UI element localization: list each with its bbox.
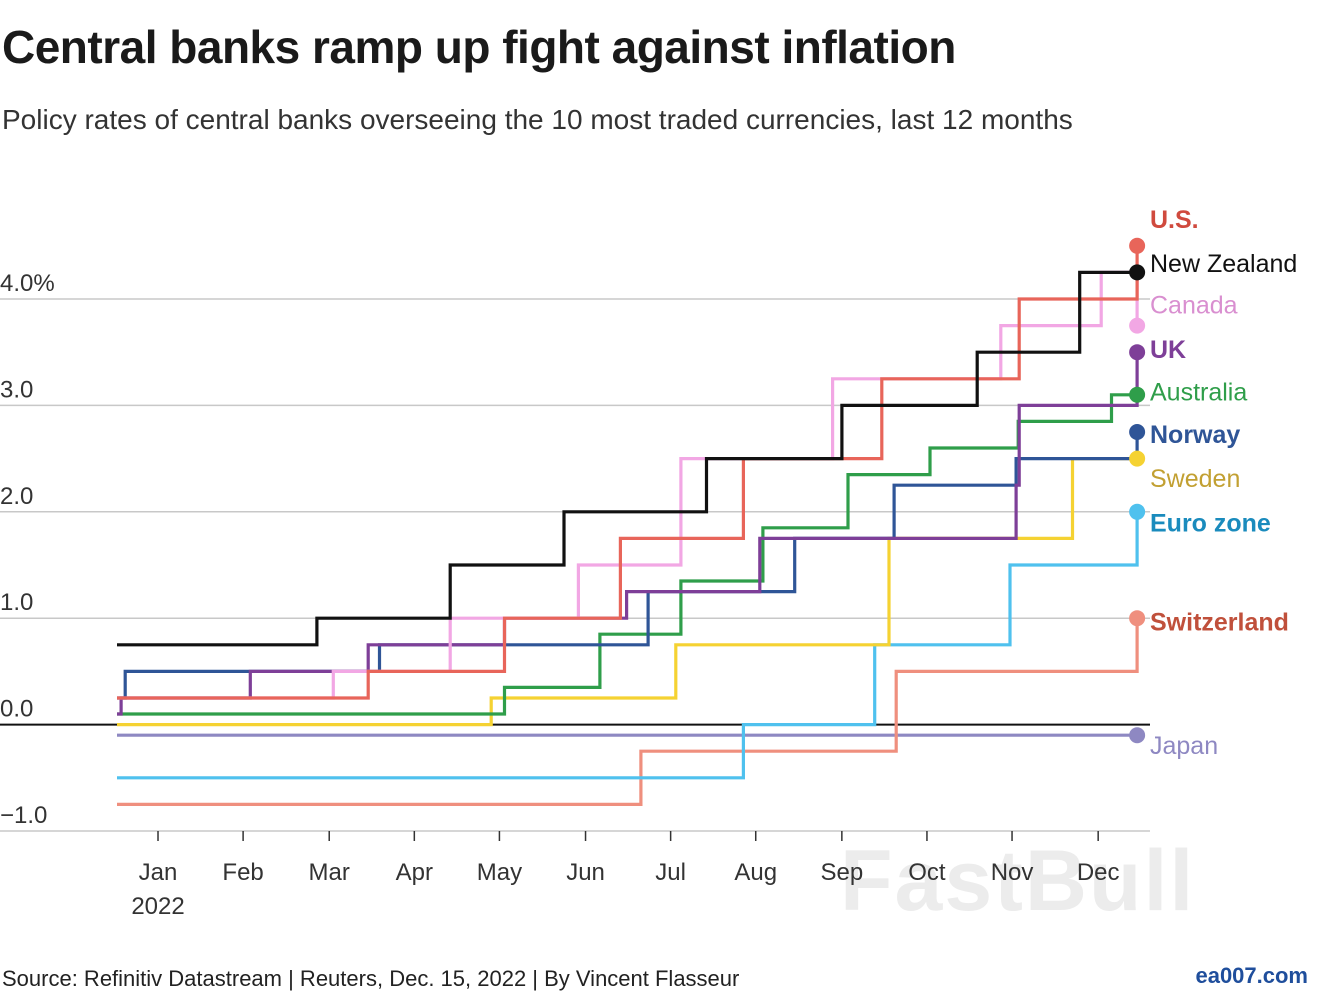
end-marker-new-zealand: [1129, 264, 1146, 281]
series-label-norway: Norway: [1150, 421, 1240, 449]
series-label-canada: Canada: [1150, 291, 1238, 319]
end-marker-uk: [1129, 344, 1146, 361]
x-tick-label-jun: Jun: [566, 859, 605, 886]
x-tick-label-jan: Jan: [139, 859, 178, 886]
chart-title: Central banks ramp up fight against infl…: [2, 21, 956, 73]
y-tick-label: 0.0: [0, 696, 33, 723]
y-tick-label: 4.0%: [0, 270, 55, 297]
watermark: FastBull: [840, 833, 1196, 929]
series-label-switzerland: Switzerland: [1150, 608, 1289, 636]
series-line-new-zealand: [117, 270, 1138, 647]
y-tick-label: −1.0: [0, 802, 47, 829]
series-label-euro-zone: Euro zone: [1150, 509, 1271, 537]
x-tick-label-oct: Oct: [908, 859, 946, 886]
y-tick-label: 3.0: [0, 376, 33, 403]
series-label-u-s: U.S.: [1150, 206, 1199, 234]
series-label-sweden: Sweden: [1150, 465, 1240, 493]
x-axis: Jan Feb Mar Apr May Jun Jul Aug Sep Oct Nov Dec 2022: [131, 831, 1120, 920]
x-tick-label-mar: Mar: [309, 859, 350, 886]
end-marker-australia: [1129, 386, 1146, 403]
x-tick-label-nov: Nov: [991, 859, 1034, 886]
x-tick-label-apr: Apr: [396, 859, 433, 886]
site-credit: ea007.com: [1195, 963, 1308, 988]
end-marker-u-s: [1129, 237, 1146, 254]
end-labels: U.S. New Zealand Canada UK Australia Norway Sw…: [1129, 206, 1297, 760]
y-tick-label: 1.0: [0, 589, 33, 616]
y-tick-label: 2.0: [0, 483, 33, 510]
x-tick-label-aug: Aug: [734, 859, 777, 886]
series-label-japan: Japan: [1150, 732, 1218, 760]
series-label-new-zealand: New Zealand: [1150, 250, 1297, 278]
x-tick-label-may: May: [477, 859, 522, 886]
series-line-uk: [117, 352, 1139, 716]
x-tick-label-dec: Dec: [1077, 859, 1120, 886]
end-marker-norway: [1129, 424, 1146, 440]
series-line-switzerland: [117, 618, 1139, 806]
end-marker-euro-zone: [1129, 503, 1146, 520]
series-line-norway: [117, 432, 1139, 700]
end-marker-sweden: [1129, 450, 1146, 467]
end-marker-switzerland: [1129, 610, 1146, 627]
series-line-u-s: [117, 245, 1139, 700]
series-line-australia: [117, 393, 1138, 716]
chart-subtitle: Policy rates of central banks overseeing…: [2, 104, 1073, 135]
end-marker-japan: [1129, 727, 1146, 744]
x-tick-label-feb: Feb: [222, 859, 263, 886]
series-label-uk: UK: [1150, 336, 1186, 364]
series-label-australia: Australia: [1150, 379, 1247, 407]
series-line-sweden: [117, 457, 1138, 727]
source-note: Source: Refinitiv Datastream | Reuters, …: [2, 966, 740, 991]
x-year-label: 2022: [131, 893, 184, 920]
x-tick-label-sep: Sep: [821, 859, 864, 886]
x-tick-label-jul: Jul: [655, 859, 686, 886]
end-marker-canada: [1129, 317, 1146, 334]
series-lines: [117, 245, 1139, 806]
